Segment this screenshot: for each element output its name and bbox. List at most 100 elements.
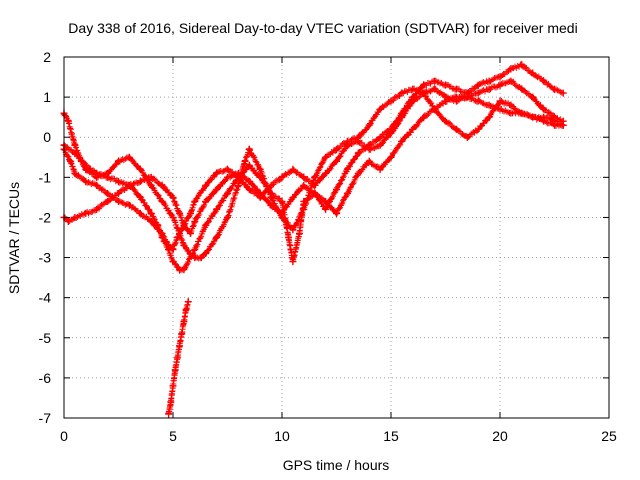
- data-point: [245, 161, 253, 169]
- data-point: [518, 109, 526, 117]
- data-point: [387, 153, 395, 161]
- data-point: [176, 342, 184, 350]
- data-point: [234, 173, 242, 181]
- data-point: [376, 141, 384, 149]
- data-point: [376, 105, 384, 113]
- data-point: [267, 189, 275, 197]
- data-point: [507, 77, 515, 85]
- data-point: [93, 205, 101, 213]
- data-point: [289, 225, 297, 233]
- data-point: [409, 85, 417, 93]
- y-tick-label: 2: [43, 49, 51, 65]
- data-point: [365, 157, 373, 165]
- data-point: [431, 85, 439, 93]
- y-tick-label: -3: [39, 250, 52, 266]
- data-point: [333, 185, 340, 193]
- data-point: [365, 141, 373, 149]
- data-point: [71, 213, 79, 221]
- data-point: [474, 125, 482, 133]
- data-point: [82, 209, 90, 217]
- data-point: [191, 246, 199, 254]
- data-point: [136, 209, 144, 217]
- data-point: [136, 165, 144, 173]
- data-point: [442, 117, 449, 125]
- data-point: [496, 105, 504, 113]
- data-point: [278, 197, 286, 205]
- data-point: [474, 97, 482, 105]
- chart-title: Day 338 of 2016, Sidereal Day-to-day VTE…: [68, 20, 577, 36]
- data-point: [474, 81, 482, 89]
- data-layer: [60, 61, 567, 418]
- data-point: [71, 141, 79, 149]
- data-point: [125, 181, 133, 189]
- x-tick-label: 15: [383, 428, 399, 444]
- data-point: [125, 201, 133, 209]
- y-tick-label: 1: [43, 89, 51, 105]
- data-point: [300, 197, 308, 205]
- data-point: [431, 105, 439, 113]
- x-tick-label: 20: [492, 428, 508, 444]
- data-point: [559, 89, 567, 97]
- data-point: [474, 89, 482, 97]
- data-point: [224, 173, 231, 181]
- data-point: [256, 173, 264, 181]
- data-point: [191, 197, 199, 205]
- data-point: [289, 165, 297, 173]
- data-point: [147, 209, 155, 217]
- data-point: [463, 93, 471, 101]
- data-point: [115, 157, 122, 165]
- data-point: [420, 89, 428, 97]
- data-point: [540, 105, 548, 113]
- data-point: [496, 81, 504, 89]
- data-point: [167, 398, 175, 406]
- y-tick-label: -4: [39, 290, 52, 306]
- data-point: [295, 229, 303, 237]
- data-point: [311, 189, 319, 197]
- data-point: [496, 97, 504, 105]
- data-point: [551, 121, 558, 129]
- x-tick-label: 10: [274, 428, 290, 444]
- data-point: [180, 242, 188, 250]
- data-point: [178, 330, 186, 338]
- data-point: [71, 169, 79, 177]
- data-point: [191, 217, 199, 225]
- data-point: [82, 177, 90, 185]
- data-point: [169, 258, 177, 266]
- data-point: [343, 137, 351, 145]
- data-point: [202, 197, 210, 205]
- x-tick-label: 25: [601, 428, 617, 444]
- data-point: [202, 221, 210, 229]
- series-track-4: [60, 93, 567, 274]
- data-point: [158, 234, 166, 241]
- data-point: [213, 234, 221, 241]
- data-point: [173, 354, 181, 362]
- data-point: [64, 117, 72, 125]
- data-point: [420, 81, 428, 89]
- data-point: [507, 65, 515, 73]
- data-point: [186, 229, 194, 237]
- data-point: [485, 113, 493, 121]
- data-point: [191, 254, 199, 262]
- data-point: [387, 125, 395, 133]
- data-point: [333, 145, 340, 153]
- data-point: [115, 197, 122, 205]
- data-point: [256, 165, 264, 173]
- data-point: [147, 181, 155, 189]
- plot-frame: [63, 56, 610, 419]
- data-point: [300, 173, 308, 181]
- data-point: [354, 149, 362, 157]
- data-point: [289, 193, 297, 201]
- data-point: [343, 189, 351, 197]
- data-point: [213, 205, 221, 213]
- data-point: [452, 125, 460, 133]
- data-point: [213, 169, 221, 177]
- grid: [64, 57, 609, 418]
- y-tick-label: -5: [39, 330, 52, 346]
- data-point: [158, 197, 166, 205]
- data-point: [452, 85, 460, 93]
- data-point: [529, 69, 537, 77]
- data-point: [171, 366, 179, 374]
- data-point: [311, 173, 319, 181]
- data-point: [431, 77, 439, 85]
